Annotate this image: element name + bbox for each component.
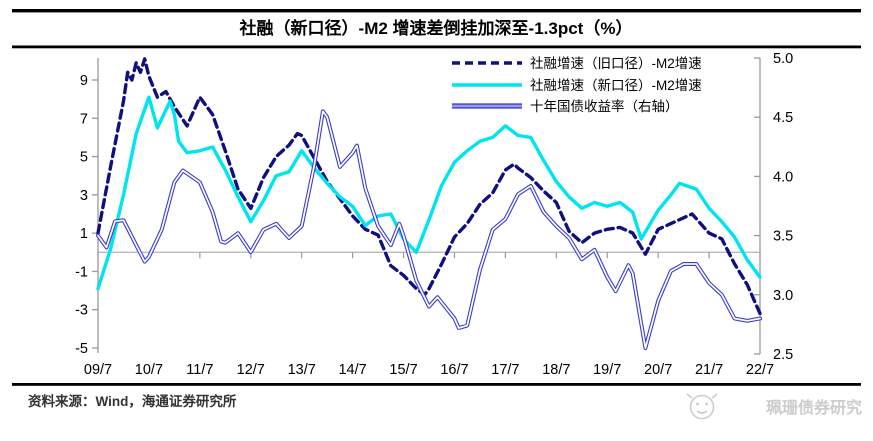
right-axis-tick-label: 3.0 xyxy=(773,288,793,304)
legend-item-new_tsf_m2: 社融增速（新口径）-M2增速 xyxy=(452,78,702,93)
x-tick-label: 17/7 xyxy=(491,362,519,378)
series-new_tsf_m2-line xyxy=(96,95,762,291)
right-axis-tick-label: 4.0 xyxy=(773,169,793,185)
left-axis-tick-label: 7 xyxy=(80,111,88,127)
left-axis-tick-label: -1 xyxy=(75,264,88,280)
x-axis: 09/7 10/7 11/7 12/7 13/7 14/7 15/7 16/7 17/7 18/7… xyxy=(84,251,774,378)
x-tick-label: 22/7 xyxy=(746,362,774,378)
x-tick-label: 15/7 xyxy=(389,362,417,378)
series-cgb_10y_yield-line xyxy=(96,109,762,351)
x-tick-label: 19/7 xyxy=(593,362,621,378)
watermark-label: 珮珊债券研究 xyxy=(766,398,862,417)
right-axis-tick-label: 4.5 xyxy=(773,110,793,126)
left-axis-tick-label: 5 xyxy=(80,150,88,166)
right-axis: 5.0 4.5 4.0 3.5 3.0 2.5 xyxy=(754,51,793,363)
top-rule xyxy=(12,9,861,13)
x-tick-label: 13/7 xyxy=(288,362,316,378)
legend-item-cgb_10y_yield: 十年国债收益率（右轴） xyxy=(452,98,679,114)
legend-label: 十年国债收益率（右轴） xyxy=(530,98,679,114)
x-tick-label: 21/7 xyxy=(695,362,723,378)
x-tick-label: 10/7 xyxy=(135,362,163,378)
x-tick-label: 11/7 xyxy=(186,362,213,378)
right-axis-tick-label: 5.0 xyxy=(773,51,793,67)
x-tick-label: 16/7 xyxy=(440,362,468,378)
chart-title: 社融（新口径）-M2 增速差倒挂加深至-1.3pct（%） xyxy=(239,18,633,38)
x-tick-label: 12/7 xyxy=(237,362,265,378)
left-axis-tick-label: -3 xyxy=(75,303,88,319)
series-old_tsf_m2-line xyxy=(96,57,762,316)
title-rule xyxy=(12,45,861,49)
left-axis-tick-label: 1 xyxy=(80,226,88,242)
brand-watermark: 珮珊债券研究 xyxy=(686,393,862,420)
x-tick-label: 20/7 xyxy=(644,362,672,378)
left-axis-tick-label: 9 xyxy=(80,73,88,89)
source-note: 资料来源：Wind，海通证券研究所 xyxy=(28,393,237,409)
x-tick-label: 14/7 xyxy=(338,362,366,378)
legend-label: 社融增速（旧口径）-M2增速 xyxy=(530,56,702,71)
right-axis-tick-label: 2.5 xyxy=(773,347,793,363)
bottom-rule xyxy=(12,383,861,386)
brand-logo-icon xyxy=(686,393,718,420)
legend-label: 社融增速（新口径）-M2增速 xyxy=(530,78,702,93)
plot-area: 9 7 5 3 1 -1 -3 -5 5.0 4.5 4.0 3.5 3.0 2.5 09/7 10/7 11/… xyxy=(75,51,793,378)
left-axis-tick-label: -5 xyxy=(75,341,88,357)
left-axis-tick-label: 3 xyxy=(80,188,88,204)
legend-item-old_tsf_m2: 社融增速（旧口径）-M2增速 xyxy=(452,56,702,71)
left-axis: 9 7 5 3 1 -1 -3 -5 xyxy=(75,58,99,357)
x-tick-label: 18/7 xyxy=(542,362,570,378)
x-tick-label: 09/7 xyxy=(84,362,112,378)
right-axis-tick-label: 3.5 xyxy=(773,229,793,245)
